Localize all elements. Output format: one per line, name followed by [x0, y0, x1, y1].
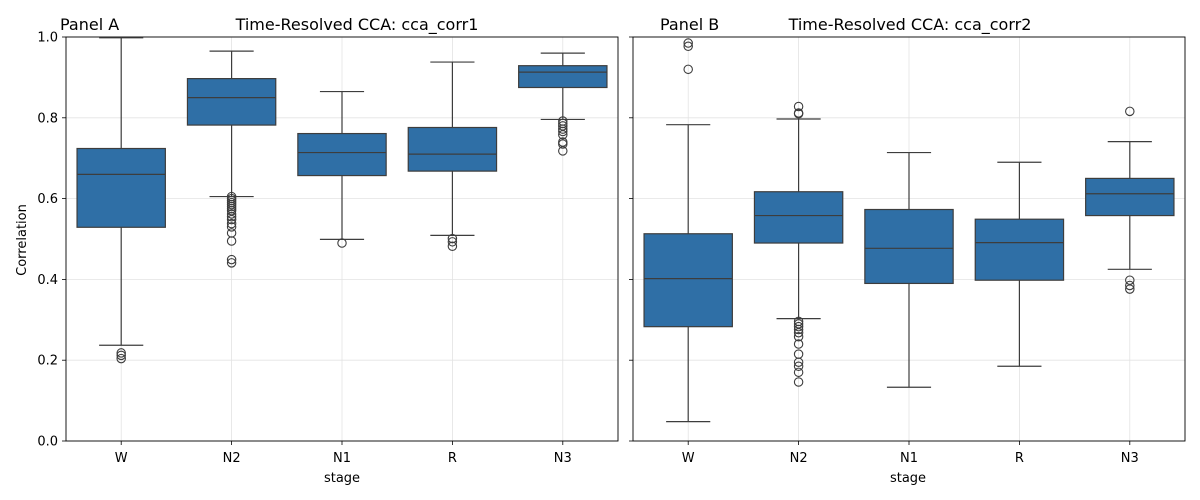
- panel-a-outlier-point: [226, 254, 237, 265]
- panel-b-box: [643, 233, 733, 328]
- panel-a-outlier-point: [558, 130, 568, 140]
- panel-a-y-tick-label: 0.4: [37, 273, 58, 288]
- panel-a-box-group-w: [76, 37, 166, 364]
- panel-a-y-tick-label: 0.0: [37, 435, 58, 450]
- panel-b-outlier-point: [793, 357, 804, 367]
- panel-b-x-tick-label: R: [1015, 451, 1024, 466]
- panel-b-outlier-point: [683, 64, 693, 75]
- panel-a-box: [518, 65, 608, 89]
- panel-a-x-tick-label: N1: [333, 451, 351, 466]
- panel-a-outlier-point: [226, 214, 237, 225]
- panel-a-y-tick-label: 1.0: [37, 31, 58, 46]
- panel-a-x-tick-label: N2: [223, 451, 241, 466]
- panel-a-outlier-point: [226, 209, 237, 219]
- panel-b-x-tick-label: W: [682, 451, 695, 466]
- panel-b-box-group-r: [974, 161, 1065, 367]
- panel-a-outlier-point: [116, 350, 126, 361]
- panel-b-x-tick-label: N1: [900, 451, 918, 466]
- panel-a-outlier-point: [447, 241, 458, 252]
- panel-b-outlier-point: [793, 332, 804, 342]
- panel-b-outlier-point: [683, 41, 693, 52]
- panel-b-box: [1085, 177, 1175, 217]
- panel-b-box-group-n3: [1085, 106, 1175, 294]
- panel-a-outlier-point: [558, 146, 568, 156]
- panel-a-outlier-point: [226, 212, 237, 222]
- panel-b-box-group-n1: [864, 151, 954, 388]
- panel-b-outlier-point: [683, 38, 693, 48]
- panel-a-outlier-point: [558, 124, 568, 134]
- panel-b-x-axis-label: stage: [890, 471, 926, 486]
- panel-b-outlier-point: [793, 367, 804, 378]
- panel-a-x-tick-label: W: [115, 451, 128, 466]
- panel-b-label: Panel B: [660, 15, 719, 34]
- panel-a-box: [186, 78, 277, 126]
- panel-a-x-axis-label: stage: [324, 471, 360, 486]
- panel-b: Panel B Time-Resolved CCA: cca_corr2 sta…: [629, 15, 1186, 486]
- panel-a-box-group-n1: [297, 90, 387, 248]
- panel-a-outlier-point: [558, 139, 568, 149]
- panel-a-y-axis-label: Correlation: [15, 204, 30, 276]
- panel-b-outlier-point: [1125, 284, 1135, 294]
- panel-a-box-group-n3: [518, 52, 608, 156]
- panel-b-title: Time-Resolved CCA: cca_corr2: [788, 15, 1032, 35]
- panel-a-box-group-r: [407, 61, 498, 252]
- panel-b-outlier-point: [1125, 280, 1135, 291]
- panel-b-outlier-point: [793, 339, 804, 349]
- panel-a-outlier-point: [447, 237, 458, 247]
- panel-b-box-group-n2: [753, 101, 844, 387]
- panel-a-outlier-point: [558, 126, 568, 137]
- panel-b-outlier-point: [793, 321, 804, 332]
- panel-a-outlier-point: [116, 348, 126, 358]
- panel-a-outlier-point: [226, 218, 237, 229]
- panel-a-outlier-point: [116, 353, 126, 364]
- panel-a-label: Panel A: [60, 15, 119, 34]
- panel-a-title: Time-Resolved CCA: cca_corr1: [235, 15, 479, 35]
- panel-a-x-tick-label: N3: [554, 451, 572, 466]
- panel-a-box: [76, 147, 166, 228]
- panel-a-outlier-point: [337, 238, 347, 248]
- panel-a-x-tick-label: R: [448, 451, 457, 466]
- panel-a-y-tick-label: 0.6: [37, 192, 58, 207]
- panel-b-outlier-point: [793, 109, 804, 119]
- panel-a-box-group-n2: [186, 50, 277, 268]
- panel-b-x-tick-label: N3: [1121, 451, 1139, 466]
- panel-b-outlier-point: [793, 101, 804, 112]
- panel-a-box: [407, 126, 498, 172]
- panel-a-y-tick-label: 0.8: [37, 111, 58, 126]
- panel-a-y-tick-label: 0.2: [37, 354, 58, 369]
- panel-a-box: [297, 132, 387, 177]
- panel-a: Panel A Time-Resolved CCA: cca_corr1 sta…: [15, 15, 619, 486]
- panel-b-box: [974, 218, 1065, 281]
- panel-a-outlier-point: [447, 233, 458, 244]
- panel-b-box: [864, 208, 954, 285]
- panel-b-x-tick-label: N2: [790, 451, 808, 466]
- panel-a-outlier-point: [226, 236, 237, 246]
- panel-b-box-group-w: [643, 38, 733, 423]
- panel-b-box: [753, 191, 844, 244]
- panel-a-outlier-point: [226, 222, 237, 232]
- panel-b-outlier-point: [793, 361, 804, 372]
- panel-b-outlier-point: [793, 324, 804, 335]
- panel-b-outlier-point: [1125, 106, 1135, 117]
- panel-b-outlier-point: [793, 327, 804, 338]
- panel-a-outlier-point: [226, 258, 237, 268]
- panel-b-outlier-point: [793, 377, 804, 387]
